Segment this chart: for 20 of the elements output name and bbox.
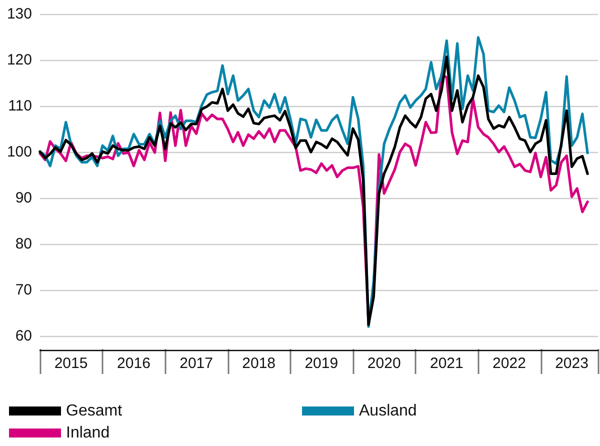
- legend-label: Ausland: [359, 402, 417, 420]
- y-tick-label: 130: [6, 6, 32, 22]
- y-tick-label: 100: [6, 144, 32, 161]
- y-tick-label: 120: [6, 52, 32, 69]
- x-tick-label: 2020: [367, 355, 401, 372]
- x-tick-label: 2015: [54, 355, 88, 372]
- x-tick-label: 2021: [430, 355, 464, 372]
- y-tick-label: 80: [15, 236, 32, 253]
- x-tick-label: 2017: [180, 355, 213, 372]
- x-tick-label: 2023: [555, 355, 588, 372]
- y-tick-label: 110: [8, 98, 32, 115]
- x-tick-label: 2022: [492, 355, 526, 372]
- x-tick-label: 2019: [304, 355, 338, 372]
- x-tick-label: 2018: [242, 355, 276, 372]
- y-tick-label: 90: [15, 190, 32, 207]
- x-tick-label: 2016: [117, 355, 150, 372]
- legend-label: Gesamt: [66, 402, 123, 420]
- y-tick-label: 60: [15, 328, 32, 345]
- legend-label: Inland: [66, 424, 110, 442]
- y-tick-label: 70: [15, 282, 32, 299]
